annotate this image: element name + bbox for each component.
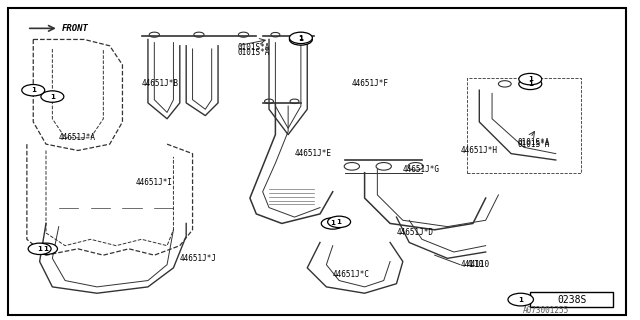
Text: 0101S*A: 0101S*A [237,48,269,57]
Text: 1: 1 [31,87,36,93]
Text: 44110: 44110 [467,260,490,269]
Text: 0238S: 0238S [557,295,586,305]
Text: FRONT: FRONT [62,24,89,33]
Text: 44651J*E: 44651J*E [294,149,332,158]
Circle shape [328,216,351,228]
Circle shape [22,84,45,96]
Text: 44651J*A: 44651J*A [59,133,96,142]
Text: 1: 1 [337,219,342,225]
Text: 44651J*F: 44651J*F [352,79,389,88]
Text: 0101S*A: 0101S*A [518,138,550,147]
Text: 1: 1 [37,246,42,252]
Text: 44651J*B: 44651J*B [141,79,179,88]
Text: 44651J*I: 44651J*I [135,178,172,187]
Bar [531,292,613,307]
Circle shape [289,34,312,45]
Text: 44651J*G: 44651J*G [403,165,440,174]
Text: 1: 1 [528,81,532,87]
Circle shape [28,243,51,254]
Text: 1: 1 [528,76,532,82]
Text: 1: 1 [330,220,335,227]
Circle shape [508,293,534,306]
Text: A073001255: A073001255 [523,306,570,315]
Text: 44651J*C: 44651J*C [333,270,370,279]
Text: 1: 1 [518,297,523,303]
Text: 1: 1 [298,35,303,41]
Bar [467,77,581,173]
Text: 0101S*A: 0101S*A [237,43,269,52]
Text: 1: 1 [298,36,303,43]
Circle shape [519,78,541,90]
Text: 44651J*H: 44651J*H [460,146,497,155]
Circle shape [41,91,64,102]
Text: 44110: 44110 [460,260,483,269]
Text: 44651J*D: 44651J*D [396,228,433,237]
Text: 44651J*J: 44651J*J [180,254,217,263]
Text: 0101S*A: 0101S*A [518,140,550,148]
Text: 1: 1 [44,246,49,252]
Circle shape [321,218,344,229]
Circle shape [519,73,541,85]
Text: 1: 1 [50,93,55,100]
Circle shape [35,243,58,254]
Circle shape [289,32,312,44]
